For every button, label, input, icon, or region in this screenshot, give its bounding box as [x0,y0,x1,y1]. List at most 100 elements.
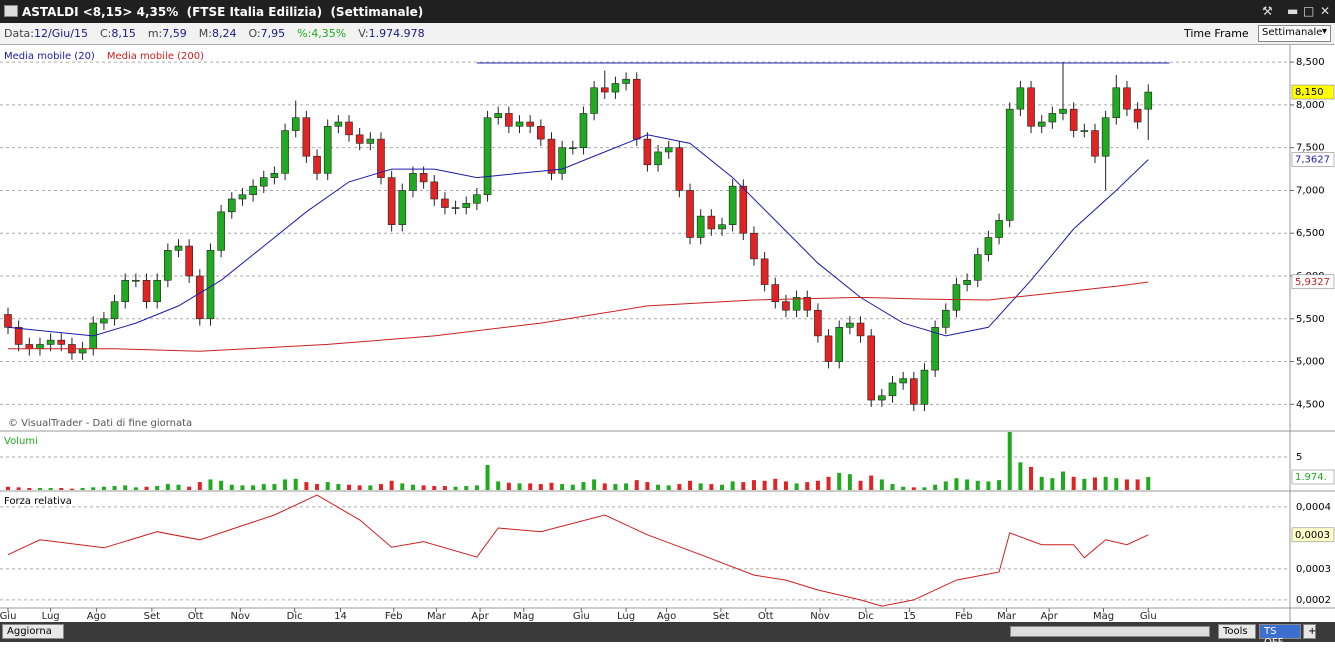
maximize[interactable]: □ [1303,4,1315,18]
volume-bar [197,482,202,490]
volume-bar [1114,478,1119,490]
volume-bar [719,484,724,490]
info-value: 8,24 [211,27,237,40]
info-item: m:7,59 [148,27,187,40]
volume-bar [1082,478,1087,490]
candle-body [270,173,279,178]
title-bar: ASTALDI <8,15> 4,35% (FTSE Italia Ediliz… [0,0,1335,23]
volume-bar [389,480,394,490]
x-tick-label: Nov [231,611,251,622]
candle-body [654,151,662,166]
info-item: C:8,15 [100,27,136,40]
candle-body [920,369,929,405]
candle-body [132,279,140,282]
volume-bar [16,487,21,490]
y-tick-label: 7,500 [1296,143,1325,154]
volume-bar [602,483,607,490]
candle-body [760,258,769,285]
candle-body [867,335,875,401]
info-label: O: [248,27,261,40]
plus-button[interactable]: + [1303,624,1316,639]
legend-entry: Media mobile (20) [4,51,95,62]
last-value-box [1291,469,1335,485]
volume-bar [624,483,629,490]
y-tick-label: 8,000 [1296,100,1325,111]
candle-body [334,121,343,127]
ts-button[interactable]: TS OFF [1259,624,1301,648]
candle-body [238,194,247,200]
volume-bar [432,486,437,490]
volume-bar [709,484,714,490]
volume-bar [805,482,810,490]
candle-body [1091,130,1099,157]
volume-bar [1029,466,1034,490]
volume-bar [549,482,554,490]
candle-body [345,121,353,136]
x-tick-label: Lug [42,611,60,622]
volume-bar [421,485,426,490]
volume-bar [357,485,362,490]
info-label: m: [147,27,163,40]
candle-body [973,254,982,281]
volume-bar [485,464,490,490]
candle-body [590,87,598,114]
candle-body [483,117,492,196]
volume-bar [517,483,522,490]
last-value-label: 5,9327 [1295,277,1330,288]
volume-bar [634,480,639,490]
x-tick-label: 15 [903,611,916,622]
candle-body [462,202,471,208]
candle-body [355,134,364,144]
candle-body [1101,117,1110,157]
x-tick-label: Giu [573,611,590,622]
y-tick-label: 5 [1296,452,1302,463]
time-frame-value: Settimanale [1262,27,1323,38]
app-icon [4,5,18,17]
candle-body [505,113,513,127]
x-tick-label: 14 [334,611,347,622]
volume-bar [975,480,980,490]
volume-bar [112,486,117,490]
x-tick-label: Mag [513,611,534,622]
refresh-button[interactable]: Aggiorna [2,624,64,639]
volume-bar [933,484,938,490]
x-tick-label: Lug [617,611,635,622]
candle-body [14,327,23,345]
tool-icon[interactable]: ⚒ [1262,4,1273,18]
candle-body [728,185,737,225]
volume-bar [560,484,565,490]
candle-body [931,327,939,371]
volume-bar [506,482,511,490]
volume-bar [240,485,245,490]
scrollbar[interactable] [1010,626,1210,637]
candle-body [1080,130,1089,132]
info-item: %:4,35% [297,27,346,40]
volume-bar [997,480,1002,490]
tools-button[interactable]: Tools [1218,624,1256,639]
time-frame-select[interactable]: Settimanale ▾ [1258,25,1331,42]
volume-bar [538,484,543,490]
candle-body [984,237,993,255]
candle-body [46,339,55,345]
volume-bar [826,476,831,490]
x-tick-label: Set [713,611,730,622]
volume-bar [858,480,863,490]
candle-body [441,198,449,208]
x-tick-label: Set [144,611,161,622]
last-value-box [1291,84,1335,100]
candle-body [537,125,545,140]
volume-bar [80,488,85,490]
volume-bar [1061,471,1066,490]
close[interactable]: ✕ [1320,4,1331,18]
volume-bar [378,484,383,490]
info-bar: Data:12/Giu/15 C:8,15 m:7,59 M:8,24 O:7,95%:… [0,23,1335,45]
candle-body [206,250,215,320]
volume-bar [645,482,650,490]
time-frame-label: Time Frame [1184,27,1249,40]
info-item: M:8,24 [199,27,237,40]
volume-bar [815,480,820,490]
volume-bar [613,484,618,490]
volume-bar [794,483,799,490]
volume-bar [229,484,234,490]
minimize[interactable]: ▬ [1287,4,1299,18]
